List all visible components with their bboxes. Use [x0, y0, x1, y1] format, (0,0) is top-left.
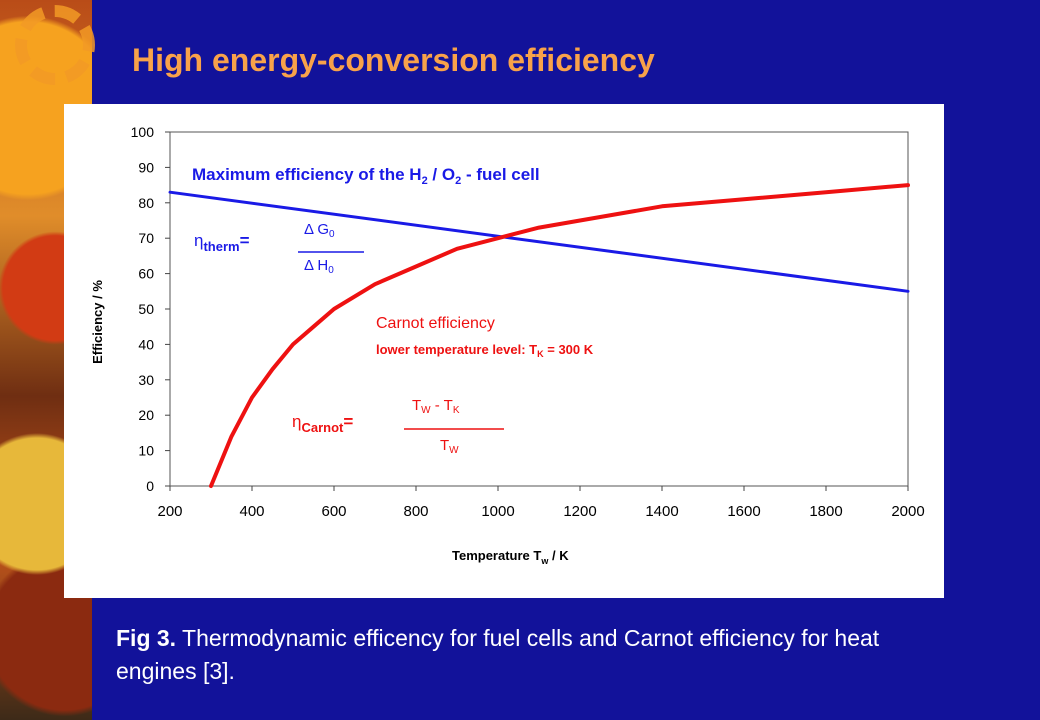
- y-tick-label: 30: [138, 372, 154, 388]
- x-tick-label: 1600: [727, 503, 760, 520]
- y-tick-label: 0: [146, 478, 154, 494]
- caption-text: Thermodynamic efficency for fuel cells a…: [116, 625, 880, 684]
- slide-title: High energy-conversion efficiency: [132, 42, 655, 78]
- y-tick-label: 80: [138, 195, 154, 211]
- figure-caption: Fig 3. Thermodynamic efficency for fuel …: [116, 622, 936, 688]
- x-tick-label: 400: [239, 503, 264, 520]
- x-axis-label: Temperature Tw / K: [452, 548, 569, 566]
- y-tick-label: 40: [138, 336, 154, 352]
- carnot-subtitle: lower temperature level: TK = 300 K: [376, 342, 594, 359]
- y-tick-label: 90: [138, 159, 154, 175]
- x-tick-label: 1800: [809, 503, 842, 520]
- x-tick-label: 600: [321, 503, 346, 520]
- x-tick-label: 1200: [563, 503, 596, 520]
- y-tick-label: 50: [138, 301, 154, 317]
- carnot-denominator: TW: [440, 437, 459, 456]
- fuel-cell-efficiency-line: [168, 190, 910, 293]
- x-tick-label: 800: [403, 503, 428, 520]
- efficiency-chart: 0 10 20 30 40 50 60 70 80 90 100 200 400 600 800 1000 12…: [90, 124, 925, 566]
- carnot-efficiency-line: [209, 183, 910, 488]
- y-axis-label: Efficiency / %: [90, 280, 105, 364]
- carnot-series-label: Carnot efficiency: [376, 315, 495, 332]
- y-tick-label: 10: [138, 443, 154, 459]
- delta-g-numerator: Δ G0: [304, 221, 335, 240]
- delta-h-denominator: Δ H0: [304, 257, 334, 276]
- x-tick-label: 1000: [481, 503, 514, 520]
- fuel-cell-series-label: Maximum efficiency of the H2 / O2 - fuel…: [192, 165, 540, 187]
- plot-area-border: [169, 131, 909, 487]
- eta-therm-symbol: ηtherm=: [194, 231, 250, 254]
- y-tick-label: 100: [131, 124, 155, 140]
- y-tick-label: 70: [138, 230, 154, 246]
- x-tick-label: 200: [157, 503, 182, 520]
- y-tick-label: 60: [138, 266, 154, 282]
- x-tick-label: 1400: [645, 503, 678, 520]
- y-tick-label: 20: [138, 407, 154, 423]
- chart-panel: 0 10 20 30 40 50 60 70 80 90 100 200 400 600 800 1000 12…: [64, 104, 944, 598]
- carnot-numerator: TW - TK: [412, 397, 460, 416]
- eta-carnot-symbol: ηCarnot=: [292, 412, 353, 435]
- gear-icon: [15, 5, 95, 85]
- x-tick-label: 2000: [891, 503, 924, 520]
- caption-label: Fig 3.: [116, 625, 177, 651]
